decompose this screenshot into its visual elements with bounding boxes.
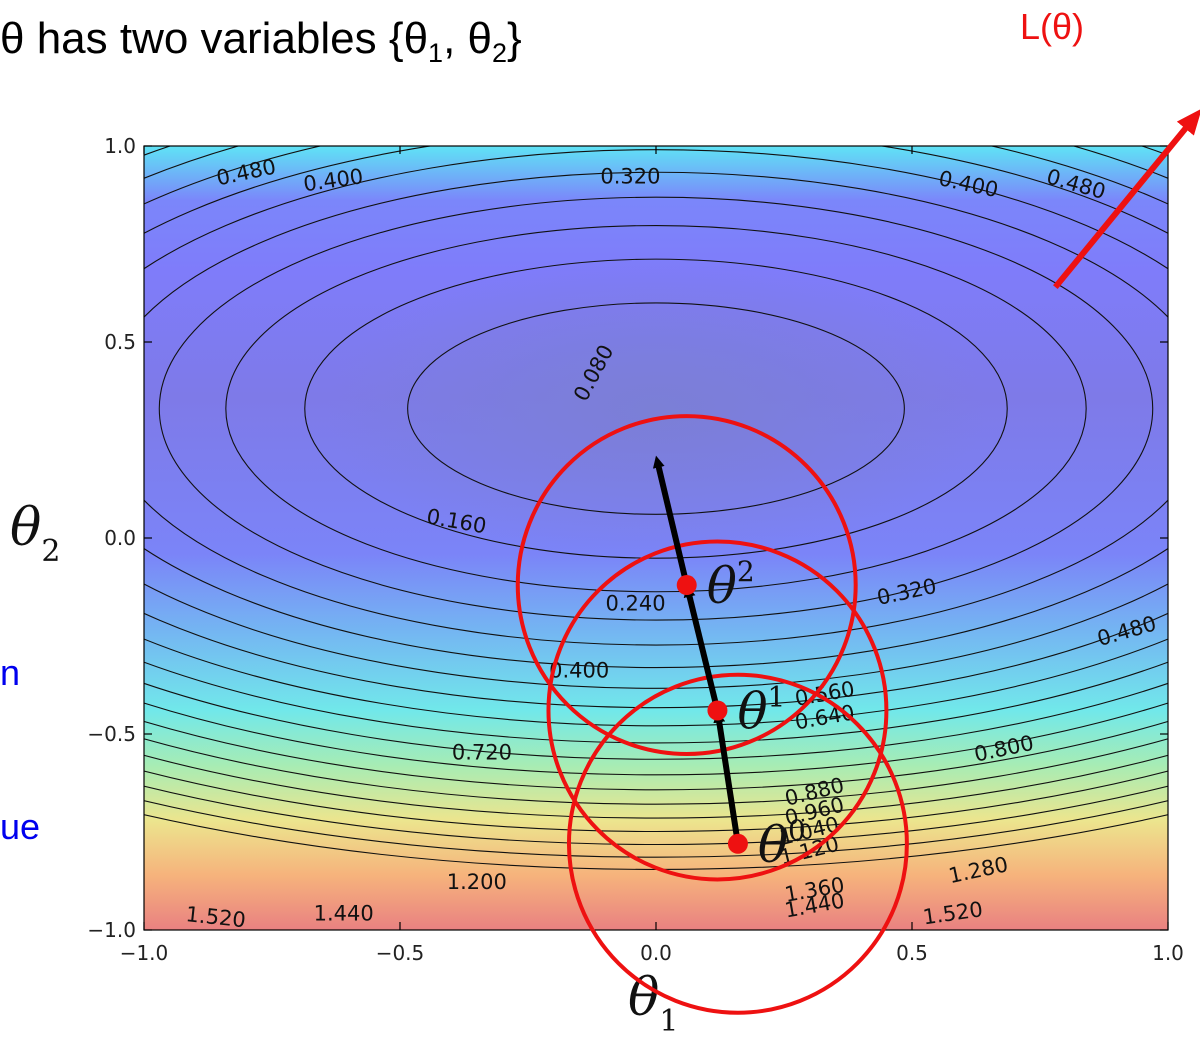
- contour-level-9: [144, 146, 1168, 744]
- contour-label-2: 0.320: [600, 164, 660, 188]
- contour-level-3: [158, 196, 1154, 621]
- contour-label-10: 0.400: [549, 658, 609, 682]
- contour-level-8: [144, 146, 1168, 727]
- contour-level-17: [144, 799, 1168, 858]
- loss-callout-label: L(θ): [1020, 6, 1085, 47]
- gradient-point-labels: θ0 θ1 θ2: [707, 555, 806, 874]
- contour-level-12: [144, 720, 1168, 791]
- x-tick-label-1: −0.5: [376, 941, 425, 965]
- gradient-point-label-2: θ2: [707, 555, 755, 615]
- contour-label-19: 1.200: [447, 870, 507, 894]
- left-fragment-1: n: [0, 652, 21, 693]
- axis-ticks: −1.0 −0.5 0.0 0.5 1.0 1.0 0.5 0.0 −0.5 −1.0: [87, 134, 1183, 965]
- step-circle-1: [546, 539, 889, 882]
- contour-label-23: 1.440: [314, 901, 374, 925]
- contour-level-7: [144, 146, 1168, 709]
- gradient-point-label-1: θ1: [737, 680, 785, 740]
- center-shade: [326, 258, 986, 559]
- slide-title: θ has two variables {θ1, θ2}: [0, 14, 522, 68]
- contour-level-2: [225, 224, 1087, 593]
- left-fragment-2: ue: [0, 806, 41, 847]
- y-tick-label-0: 1.0: [104, 134, 136, 158]
- contour-level-4: [144, 171, 1168, 646]
- gradient-points: [676, 575, 748, 854]
- gradient-point-label-0: θ0: [758, 814, 806, 874]
- x-tick-label-4: 1.0: [1152, 941, 1184, 965]
- contour-label-24: 1.520: [185, 902, 247, 932]
- contour-label-13: 0.720: [452, 741, 512, 765]
- contour-level-14: [144, 754, 1168, 819]
- contour-level-1: [304, 258, 1008, 559]
- callout-arrow-line: [1053, 108, 1200, 290]
- gradient-point-2: [676, 575, 697, 596]
- y-tick-label-4: −1.0: [87, 918, 136, 942]
- y-tick-label-1: 0.5: [104, 330, 136, 354]
- gradient-arrow-0: [713, 710, 741, 845]
- loss-callout-arrow: [1053, 108, 1200, 290]
- y-tick-label-2: 0.0: [104, 526, 136, 550]
- step-circle-2: [515, 414, 858, 756]
- y-tick-label-3: −0.5: [87, 722, 136, 746]
- contour-level-10: [144, 682, 1168, 760]
- y-axis-symbol: θ2: [10, 498, 61, 569]
- gradient-arrow-2: [652, 455, 690, 586]
- contour-labels: 0.480 0.400 0.320 0.400 0.4800.0800.1600.240…: [185, 154, 1159, 932]
- gradient-arrows: [652, 455, 741, 845]
- gradient-point-1: [707, 700, 728, 721]
- gradient-point-0: [727, 833, 748, 854]
- contour-label-7: 0.240: [605, 592, 665, 616]
- contour-lines: [144, 146, 1168, 870]
- contour-level-11: [144, 702, 1168, 776]
- gradient-arrow-1: [683, 585, 721, 712]
- contour-level-13: [144, 738, 1168, 805]
- step-circle-0: [566, 672, 909, 1015]
- x-tick-label-0: −1.0: [120, 941, 169, 965]
- contour-level-16: [144, 785, 1168, 845]
- contour-level-15: [144, 770, 1168, 832]
- x-tick-label-2: 0.0: [640, 941, 672, 965]
- contour-level-6: [144, 146, 1168, 689]
- step-circles: [515, 414, 909, 1015]
- x-tick-label-3: 0.5: [896, 941, 928, 965]
- contour-level-0: [407, 302, 905, 515]
